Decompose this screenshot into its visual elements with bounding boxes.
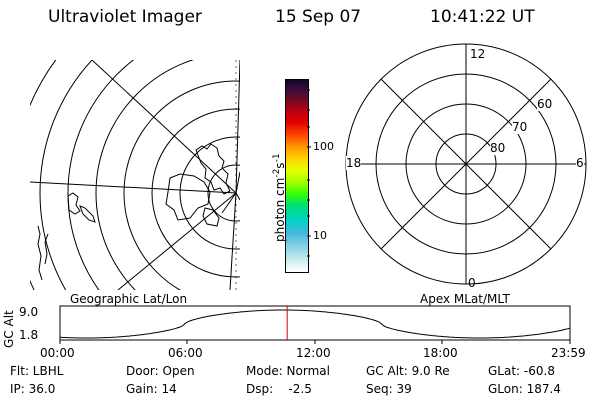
colorbar: [285, 79, 309, 273]
alt-tick-1-8: 1.8: [19, 328, 39, 342]
mlt-label-12: 12: [470, 47, 486, 61]
apex-caption: Apex MLat/MLT: [420, 292, 510, 306]
instrument-title: Ultraviolet Imager: [48, 7, 202, 27]
alt-plot-frame: [59, 305, 571, 341]
status-mode: Mode: Normal: [246, 364, 330, 378]
status-glon: GLon: 187.4: [488, 382, 561, 396]
x-tick-1800: 18:00: [423, 346, 458, 360]
mlt-label-18: 18: [346, 156, 362, 170]
x-tick-0600: 06:00: [168, 346, 203, 360]
status-dsp: Dsp: -2.5: [246, 382, 312, 396]
altitude-curve: [59, 309, 571, 339]
status-door: Door: Open: [126, 364, 195, 378]
x-tick-0000: 00:00: [40, 346, 75, 360]
unit-s: s: [273, 162, 287, 169]
status-glat: GLat: -60.8: [488, 364, 555, 378]
status-gain: Gain: 14: [126, 382, 177, 396]
status-flt: Flt: LBHL: [10, 364, 64, 378]
status-ip: IP: 36.0: [10, 382, 56, 396]
unit-exp-1: -2: [272, 168, 282, 178]
mlat-label-70: 70: [512, 120, 528, 134]
mlt-label-0: 0: [468, 276, 476, 290]
status-seq: Seq: 39: [366, 382, 412, 396]
date-label: 15 Sep 07: [275, 7, 362, 27]
x-tick-1200: 12:00: [296, 346, 331, 360]
colorbar-tick-100: 100: [313, 140, 334, 153]
unit-exp-2: -1: [272, 153, 282, 163]
colorbar-tick-10: 10: [313, 229, 327, 242]
alt-tick-9: 9.0: [19, 305, 39, 319]
geo-grid: [30, 60, 240, 290]
mlt-label-6: 6: [576, 156, 584, 170]
time-label: 10:41:22 UT: [430, 7, 535, 27]
x-tick-2359: 23:59: [551, 346, 586, 360]
mlat-label-80: 80: [490, 141, 506, 155]
status-gc-alt: GC Alt: 9.0 Re: [366, 364, 450, 378]
geo-caption: Geographic Lat/Lon: [70, 292, 188, 306]
alt-ylabel: GC Alt: [2, 310, 16, 348]
mlat-label-60: 60: [537, 97, 553, 111]
unit-text: photon cm: [273, 177, 287, 242]
colorbar-unit-label: photon cm-2s-1: [272, 153, 287, 242]
